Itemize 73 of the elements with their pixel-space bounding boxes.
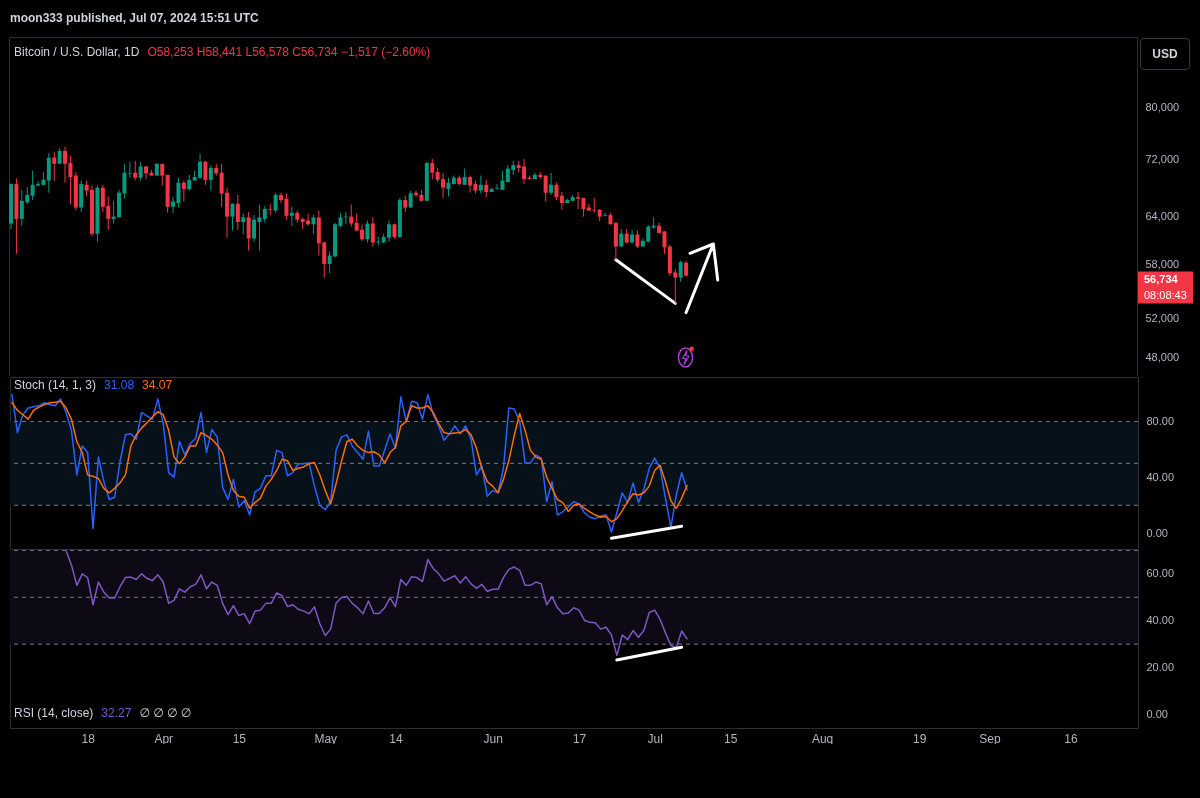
text: 34.07 — [142, 378, 173, 392]
y-tick-label: 40.00 — [1146, 470, 1175, 483]
y-tick-label: 0.00 — [1146, 526, 1168, 539]
candlestick — [122, 163, 127, 200]
candlestick — [225, 187, 230, 239]
x-tick-label: 14 — [389, 731, 403, 746]
candlestick — [576, 191, 581, 210]
candlestick — [349, 204, 354, 228]
candlestick — [63, 146, 68, 184]
candlestick — [311, 214, 316, 235]
candlestick — [246, 211, 251, 252]
x-tick-label: 19 — [913, 731, 927, 746]
y-tick-label: 80.00 — [1146, 414, 1175, 427]
candlestick — [252, 214, 257, 243]
y-tick-label: 58,000 — [1145, 258, 1180, 271]
candlestick — [446, 177, 451, 197]
text: O58,253 H58,441 L56,578 C56,734 −1,517 (−2.60%) — [147, 45, 431, 59]
candlestick — [46, 152, 51, 194]
text: RSI (14, close) — [14, 706, 94, 720]
candlestick — [678, 260, 683, 283]
candlestick — [241, 213, 246, 236]
candlestick — [543, 175, 548, 203]
text: Bitcoin / U.S. Dollar, 1D — [14, 45, 140, 59]
x-tick-label: Jul — [647, 731, 663, 746]
x-tick-label: 15 — [232, 731, 247, 746]
candlestick — [203, 160, 208, 186]
text: 32.27 — [101, 706, 132, 720]
series-label: 31.08 — [104, 378, 135, 392]
candlestick — [365, 219, 370, 243]
y-tick-label: 52,000 — [1145, 311, 1180, 324]
candlestick — [208, 164, 213, 192]
x-tick-label: 17 — [572, 731, 587, 746]
y-tick-label: 0.00 — [1146, 707, 1168, 720]
x-tick-label: Jun — [483, 731, 503, 746]
x-tick-label: 16 — [1064, 731, 1078, 746]
chart-title: Stoch (14, 1, 3) — [14, 378, 97, 392]
candlestick — [370, 216, 375, 248]
x-tick-label: 15 — [724, 731, 738, 746]
candlestick — [219, 163, 224, 208]
text: 56,734 — [1144, 272, 1179, 285]
y-axis-title: USD — [1140, 38, 1190, 70]
y-tick-label: 60.00 — [1146, 567, 1175, 580]
candlestick — [430, 158, 435, 180]
candlestick — [559, 191, 564, 211]
candlestick — [495, 183, 500, 190]
candlestick — [468, 175, 473, 194]
candlestick — [289, 206, 294, 227]
y-tick-label: 48,000 — [1145, 350, 1180, 363]
candlestick — [327, 250, 332, 274]
candlestick — [235, 194, 240, 231]
candlestick — [79, 180, 84, 213]
candlestick — [478, 175, 483, 194]
y-tick-label: 80,000 — [1145, 100, 1180, 113]
candlestick — [181, 180, 186, 203]
candlestick — [133, 160, 138, 182]
candlestick — [322, 241, 327, 279]
candlestick — [268, 203, 273, 216]
candlestick — [138, 161, 143, 182]
text: 08:08:43 — [1144, 288, 1187, 301]
candlestick — [52, 151, 57, 182]
candlestick — [613, 222, 618, 261]
annotation: ∅ ∅ ∅ ∅ — [139, 706, 192, 720]
y-tick-label: 64,000 — [1145, 210, 1180, 223]
y-tick-label: 20.00 — [1146, 661, 1175, 674]
y-tick-label: 40.00 — [1146, 614, 1175, 627]
candlestick — [549, 172, 554, 196]
candlestick — [230, 202, 235, 232]
x-tick-label: 18 — [81, 731, 96, 746]
candlestick — [273, 192, 278, 214]
line-series — [65, 549, 688, 657]
y-tick-label: 72,000 — [1145, 152, 1180, 165]
text: moon333 published, Jul 07, 2024 15:51 UTC — [10, 10, 259, 27]
candlestick — [603, 212, 608, 218]
